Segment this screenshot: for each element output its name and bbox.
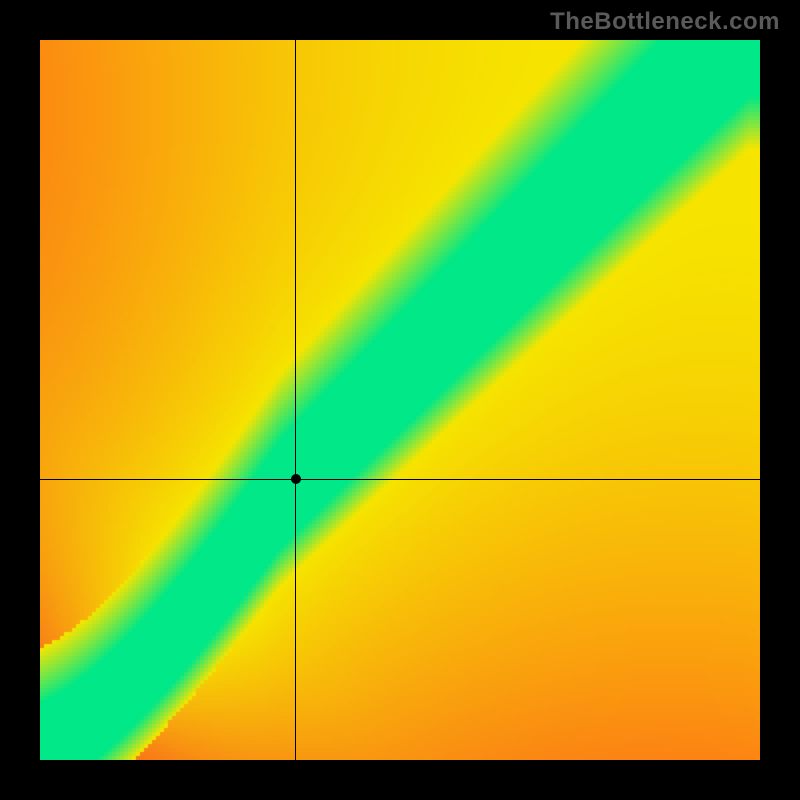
heatmap-canvas <box>40 40 760 760</box>
heatmap-plot <box>40 40 760 760</box>
crosshair-marker[interactable] <box>291 474 301 484</box>
crosshair-vertical <box>295 40 296 760</box>
watermark-text: TheBottleneck.com <box>550 8 780 36</box>
crosshair-horizontal <box>40 479 760 480</box>
